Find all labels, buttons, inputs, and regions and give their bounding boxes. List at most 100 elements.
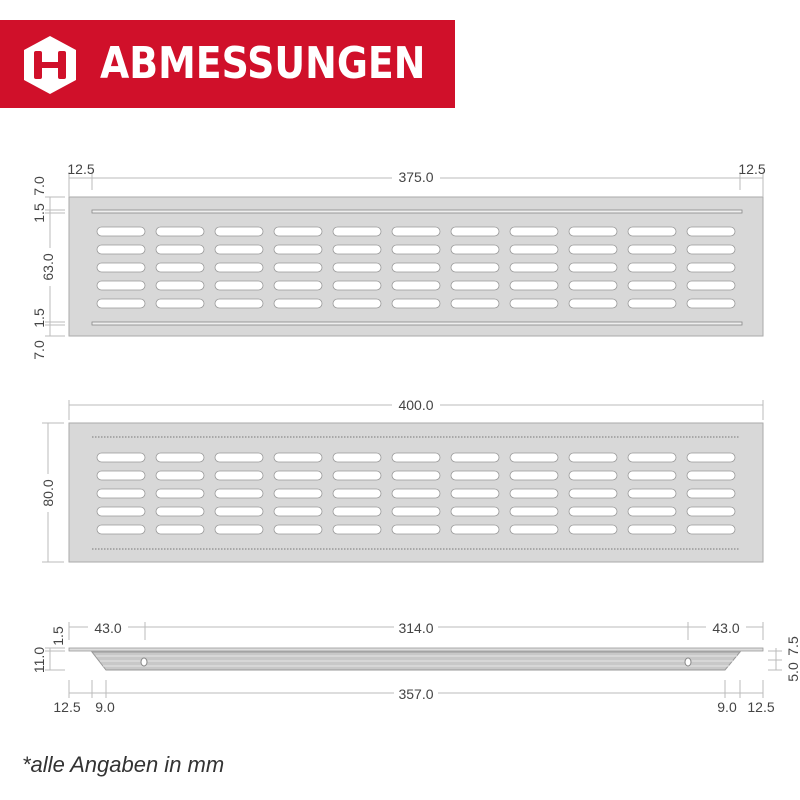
vent-slot <box>627 452 677 463</box>
vent-slot <box>450 280 500 291</box>
vent-slot <box>627 470 677 481</box>
vent-slot <box>391 280 441 291</box>
vent-slot <box>391 470 441 481</box>
vent-slot <box>332 226 382 237</box>
dim-profile-bottom-left-margin: 12.5 <box>53 699 80 715</box>
vent-slot <box>509 488 559 499</box>
vent-slot <box>96 488 146 499</box>
vent-slot <box>686 298 736 309</box>
vent-slot <box>391 506 441 517</box>
vent-slot <box>214 262 264 273</box>
dim-front-height: 80.0 <box>40 479 56 506</box>
vent-slot <box>686 470 736 481</box>
profile-flange <box>68 647 764 652</box>
vent-slot <box>214 280 264 291</box>
vent-slot <box>509 262 559 273</box>
front-view: 400.0 80.0 <box>40 396 764 563</box>
slot-grid-top <box>96 226 736 309</box>
vent-slot <box>155 452 205 463</box>
vent-slot <box>450 524 500 535</box>
dim-top-edge: 7.0 <box>31 176 47 196</box>
header-banner: ABMESSUNGEN <box>0 20 455 108</box>
vent-slot <box>450 262 500 273</box>
vent-slot <box>686 262 736 273</box>
vent-slot <box>332 244 382 255</box>
vent-slot <box>214 524 264 535</box>
vent-slot <box>568 524 618 535</box>
vent-slot <box>332 262 382 273</box>
dim-profile-bottom-right-margin: 12.5 <box>747 699 774 715</box>
vent-slot <box>96 244 146 255</box>
vent-slot <box>568 244 618 255</box>
vent-slot <box>627 488 677 499</box>
vent-slot <box>686 244 736 255</box>
vent-slot <box>273 524 323 535</box>
vent-slot <box>568 298 618 309</box>
vent-slot <box>332 452 382 463</box>
vent-slot <box>391 226 441 237</box>
mounting-hole-right <box>684 657 692 667</box>
dim-top-strip: 1.5 <box>31 203 47 223</box>
vent-slot <box>686 506 736 517</box>
vent-slot <box>627 262 677 273</box>
vent-slot <box>686 280 736 291</box>
vent-slot <box>686 488 736 499</box>
vent-slot <box>686 524 736 535</box>
vent-slot <box>568 488 618 499</box>
vent-slot <box>155 280 205 291</box>
vent-slot <box>450 452 500 463</box>
vent-slot <box>450 470 500 481</box>
vent-slot <box>509 244 559 255</box>
vent-slot <box>96 226 146 237</box>
vent-slot <box>214 244 264 255</box>
vent-slot <box>96 506 146 517</box>
vent-slot <box>273 488 323 499</box>
vent-slot <box>568 280 618 291</box>
vent-slot <box>155 488 205 499</box>
dim-profile-bottom-right-bevel: 9.0 <box>717 699 737 715</box>
profile-view: 43.0 314.0 43.0 12.5 9.0 357.0 9.0 12.5 … <box>31 619 800 715</box>
vent-slot <box>155 506 205 517</box>
vent-slot <box>450 506 500 517</box>
vent-slot <box>568 226 618 237</box>
top-strip-lower <box>91 321 743 326</box>
vent-slot <box>568 262 618 273</box>
vent-slot <box>627 226 677 237</box>
dim-top-slot-span: 375.0 <box>398 169 433 185</box>
vent-slot <box>214 226 264 237</box>
vent-slot <box>273 452 323 463</box>
vent-slot <box>96 262 146 273</box>
vent-slot <box>391 488 441 499</box>
vent-slot <box>155 262 205 273</box>
vent-slot <box>273 226 323 237</box>
vent-slot <box>155 298 205 309</box>
vent-slot <box>509 298 559 309</box>
hexagon-h-logo-icon <box>24 36 76 94</box>
dim-profile-right-offset: 43.0 <box>712 620 739 636</box>
dim-top-left-margin: 12.5 <box>67 161 94 177</box>
vent-slot <box>450 298 500 309</box>
vent-slot <box>450 488 500 499</box>
vent-slot <box>214 488 264 499</box>
vent-slot <box>509 452 559 463</box>
vent-slot <box>391 244 441 255</box>
vent-slot <box>273 262 323 273</box>
vent-slot <box>568 506 618 517</box>
vent-slot <box>332 298 382 309</box>
vent-slot <box>627 280 677 291</box>
vent-slot <box>332 506 382 517</box>
dim-top-right-margin: 12.5 <box>738 161 765 177</box>
dim-bottom-strip: 1.5 <box>31 308 47 328</box>
vent-slot <box>332 470 382 481</box>
vent-slot <box>155 524 205 535</box>
dim-profile-right-upper: 7.5 <box>785 636 800 656</box>
dim-profile-height: 11.0 <box>31 647 47 673</box>
vent-slot <box>214 298 264 309</box>
footnote: *alle Angaben in mm <box>22 752 225 777</box>
slot-grid-front <box>96 452 736 535</box>
vent-slot <box>627 244 677 255</box>
vent-slot <box>155 470 205 481</box>
vent-slot <box>273 298 323 309</box>
vent-slot <box>96 470 146 481</box>
